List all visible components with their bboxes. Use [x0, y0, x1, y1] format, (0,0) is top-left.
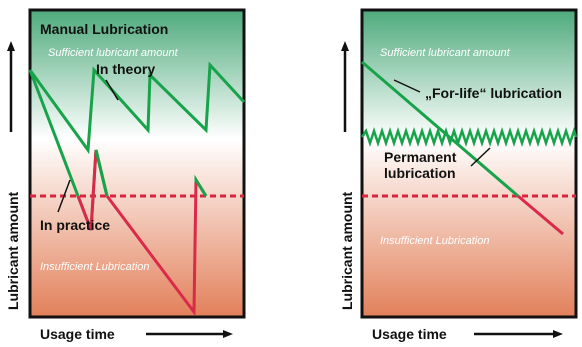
- right-forlife-pointer: [393, 79, 421, 93]
- left-zone-sufficient: Sufficient lubricant amount: [48, 47, 179, 59]
- left-panel: Manual Lubrication Sufficient lubricant …: [5, 8, 246, 342]
- left-theory-line: [28, 61, 246, 155]
- right-label-forlife: „For-life“ lubrication: [425, 85, 562, 101]
- left-practice-green-2: [94, 149, 109, 197]
- left-label-practice: In practice: [40, 217, 110, 233]
- left-label-theory: In theory: [96, 61, 155, 77]
- right-panel-background: [362, 10, 576, 317]
- left-practice-green-3: [194, 174, 208, 197]
- right-forlife-line-green: [361, 60, 519, 198]
- right-zone-insufficient: Insufficient Lubrication: [380, 235, 489, 247]
- right-permanent-line: [360, 127, 578, 147]
- right-panel: Sufficient lubricant amount „For-life“ l…: [339, 8, 578, 342]
- left-theory-pointer: [105, 79, 119, 101]
- left-y-label: Lubricant amount: [5, 191, 21, 310]
- right-forlife-line-red: [517, 194, 564, 236]
- left-x-label: Usage time: [40, 326, 115, 342]
- left-practice-pointer: [57, 179, 71, 213]
- left-title: Manual Lubrication: [40, 21, 168, 37]
- right-panel-frame: [360, 8, 578, 319]
- left-panel-frame: [28, 8, 246, 319]
- left-practice-red-1: [76, 149, 98, 231]
- right-y-label: Lubricant amount: [339, 191, 355, 310]
- left-zone-insufficient: Insufficient Lubrication: [40, 261, 149, 273]
- right-label-permanent-2: lubrication: [384, 165, 456, 181]
- right-permanent-pointer: [470, 147, 491, 167]
- right-x-label: Usage time: [372, 326, 447, 342]
- right-label-permanent-1: Permanent: [384, 149, 457, 165]
- right-zone-sufficient: Sufficient lubricant amount: [380, 47, 511, 59]
